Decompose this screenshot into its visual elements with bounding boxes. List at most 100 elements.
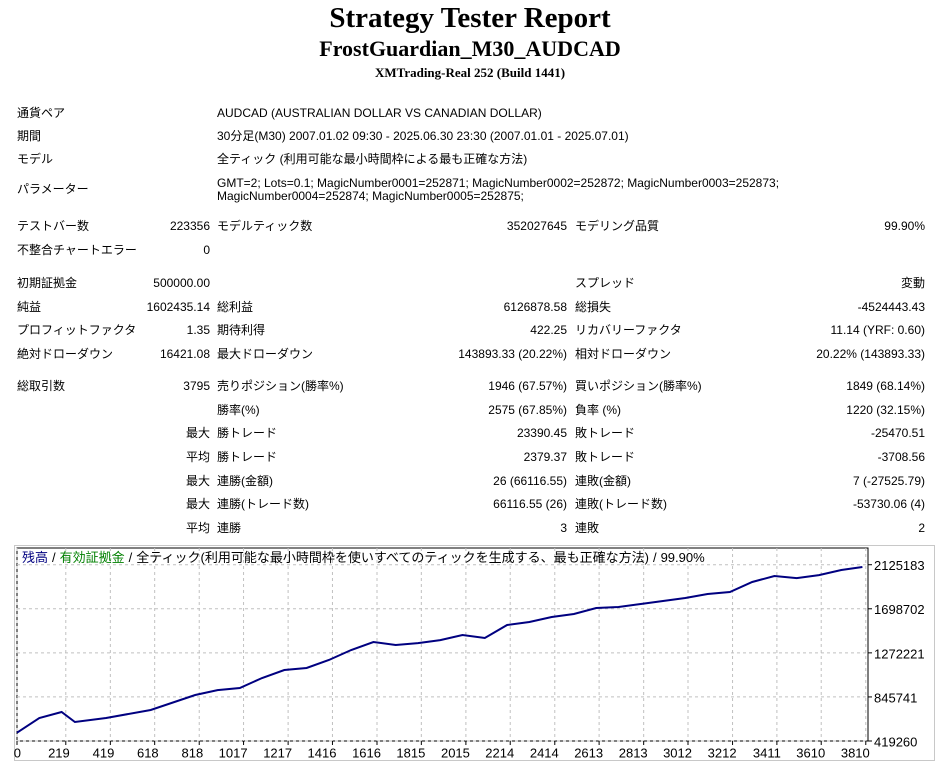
stat-value: 6126878.58 [503,299,567,314]
stat-label: 期待利得 [217,323,266,338]
stat-label: 敗トレード [575,449,636,464]
info-label: モデル [17,152,54,166]
server-name: XMTrading-Real 252 (Build 1441) [374,65,566,80]
x-tick-label: 2414 [530,745,559,760]
stat-value: 223356 [169,219,210,233]
stat-value: 66116.55 (26) [493,497,567,512]
stat-label: 買いポジション(勝率%) [575,379,702,393]
x-tick-label: 3411 [753,745,781,760]
info-label: パラメーター [17,182,89,196]
plot-area [16,547,869,742]
x-tick-label: 2015 [441,745,470,760]
stat-value: 2 [918,520,925,535]
stat-value: 3795 [183,379,210,393]
x-tick-label: 1815 [396,745,425,760]
y-tick-label: 1698702 [874,602,925,617]
stat-value: 11.14 (YRF: 0.60) [830,323,926,338]
x-tick-label: 2813 [619,745,648,760]
stat-value: 1602435.14 [146,299,210,314]
stat-label: 売りポジション(勝率%) [217,379,344,393]
legend-equity: 有効証拠金 [59,550,125,565]
stat-value: 23390.45 [516,426,567,441]
report-title: Strategy Tester Report [329,2,611,34]
x-tick-label: 1017 [219,745,248,760]
stat-label: 絶対ドローダウン [17,346,114,361]
stat-value: 1946 (67.57%) [488,379,567,393]
y-tick-label: 845741 [874,690,917,705]
stat-value: 1849 (68.14%) [846,379,925,393]
stat-label: 勝率(%) [217,402,260,417]
stat-value: -53730.06 (4) [852,497,925,512]
legend: 残高 / 有効証拠金 / 全ティック(利用可能な最小時間枠を使いすべてのティックを生成す… [22,550,709,566]
legend-balance: 残高 [22,550,49,565]
stat-value: 2379.37 [523,449,567,464]
stat-label: 連勝(金額) [217,473,273,488]
x-tick-label: 3610 [796,745,825,760]
x-tick-label: 3012 [663,745,692,760]
legend-quality: 99.90% [660,550,705,565]
legend-model: 全ティック(利用可能な最小時間枠を使いすべてのティックを生成する、最も正確な方法… [136,550,649,565]
stat-label: 総取引数 [17,379,66,393]
stat-value: 16421.08 [159,346,210,361]
stat-label: 不整合チャートエラー [17,242,137,257]
stat-value: 352027645 [506,219,567,233]
stat-value: 平均 [185,449,210,464]
report-subtitle: FrostGuardian_M30_AUDCAD [319,36,621,61]
y-tick-label: 419260 [874,734,917,749]
x-tick-label: 3212 [708,745,737,760]
stat-value: 1220 (32.15%) [846,402,925,417]
stat-label: 相対ドローダウン [575,346,672,361]
info-value: GMT=2; Lots=0.1; MagicNumber0001=252871;… [217,176,780,203]
stat-label: 純益 [17,299,42,314]
stat-label: 総損失 [575,299,612,314]
stat-value: -4524443.43 [857,299,925,314]
info-value: 30分足(M30) 2007.01.02 09:30 - 2025.06.30 … [217,129,629,143]
stat-label: 勝トレード [217,449,278,464]
stat-value: 500000.00 [153,276,210,290]
stat-value: 最大 [185,473,210,488]
stat-value: 最大 [185,497,210,512]
stat-value: 最大 [185,426,210,441]
stat-value: 7 (-27525.79) [852,473,925,488]
x-tick-label: 419 [93,745,115,760]
stat-value: 1.35 [186,323,210,338]
x-tick-label: 1616 [352,745,381,760]
legend-separator: / [652,550,657,565]
info-value: 全ティック (利用可能な最小時間枠による最も正確な方法) [217,152,528,166]
stat-value: -3708.56 [877,449,925,464]
stat-label: プロフィットファクタ [17,323,137,338]
legend-separator: / [128,550,133,565]
stat-label: 総利益 [217,299,254,314]
stat-value: 平均 [185,520,210,535]
stat-label: モデリング品質 [575,219,660,233]
stat-value: 2575 (67.85%) [488,402,567,417]
y-tick-label: 1272221 [874,646,925,661]
stat-label: 連敗(金額) [575,473,631,488]
stat-label: 敗トレード [575,426,636,441]
x-tick-label: 818 [182,745,204,760]
stat-label: 連敗(トレード数) [575,497,667,512]
stat-value: 422.25 [530,323,567,338]
stat-label: テストバー数 [17,219,90,233]
x-tick-label: 1416 [308,745,337,760]
stat-value: 26 (66116.55) [493,473,567,488]
stat-label: モデルティック数 [217,219,313,233]
stat-label: 初期証拠金 [17,276,78,290]
x-tick-label: 2613 [574,745,603,760]
stat-value: 99.90% [884,219,925,233]
stat-value: 変動 [900,276,925,290]
stat-label: 連敗 [575,520,600,535]
stat-value: 3 [560,520,567,535]
stat-label: リカバリーファクタ [575,323,682,338]
info-value: AUDCAD (AUSTRALIAN DOLLAR VS CANADIAN DO… [217,106,542,120]
info-label: 期間 [17,129,42,143]
stat-value: 20.22% (143893.33) [816,346,925,361]
x-tick-label: 2214 [485,745,514,760]
stat-label: 勝トレード [217,426,278,441]
x-tick-label: 1217 [263,745,292,760]
stat-value: 143893.33 (20.22%) [458,346,567,361]
stat-value: -25470.51 [870,426,925,441]
x-tick-label: 219 [48,745,70,760]
stat-label: 連勝(トレード数) [217,497,309,512]
